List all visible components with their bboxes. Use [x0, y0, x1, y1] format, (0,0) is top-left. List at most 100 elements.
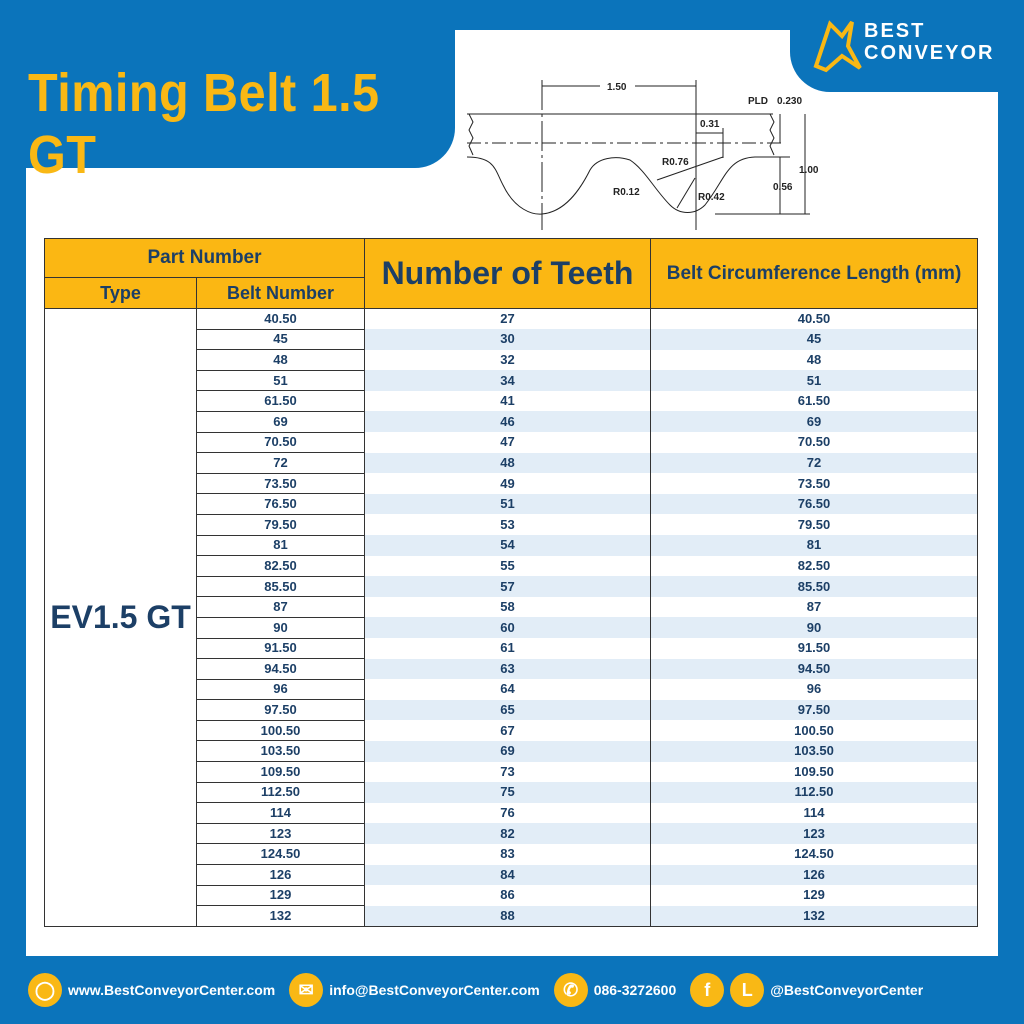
globe-icon: ◯: [28, 973, 62, 1007]
table-row: 114 76 114: [45, 802, 978, 824]
belt-number-cell: 79.50: [196, 513, 365, 536]
teeth-cell: 60: [364, 617, 651, 638]
belt-number-cell: 132: [196, 905, 365, 927]
belt-number-cell: 112.50: [196, 781, 365, 804]
table-row: 72 48 72: [45, 452, 978, 474]
teeth-cell: 27: [364, 308, 651, 330]
belt-number-cell: 70.50: [196, 431, 365, 454]
table-row: 109.50 73 109.50: [45, 761, 978, 783]
logo-line2: CONVEYOR: [864, 42, 995, 64]
dim-r076: R0.76: [662, 157, 689, 168]
length-cell: 109.50: [650, 761, 978, 783]
length-cell: 82.50: [650, 555, 978, 577]
table-row: 100.50 67 100.50: [45, 719, 978, 742]
logo-banner: [790, 0, 1024, 92]
belt-number-cell: 45: [196, 328, 365, 351]
length-cell: 94.50: [650, 658, 978, 680]
belt-number-cell: 123: [196, 822, 365, 845]
length-cell: 129: [650, 885, 978, 906]
table-row: 132 88 132: [45, 905, 978, 927]
header-belt-number: Belt Number: [196, 277, 365, 309]
teeth-cell: 86: [364, 885, 651, 906]
table-row: 90 60 90: [45, 616, 978, 639]
teeth-cell: 83: [364, 843, 651, 865]
pitch-label: 1.50: [607, 82, 627, 93]
table-row: 82.50 55 82.50: [45, 555, 978, 577]
footer: ◯ www.BestConveyorCenter.com ✉ info@Best…: [0, 968, 1024, 1012]
teeth-cell: 73: [364, 761, 651, 783]
table-row: 91.50 61 91.50: [45, 637, 978, 660]
social-handle[interactable]: @BestConveyorCenter: [770, 982, 924, 998]
teeth-cell: 84: [364, 864, 651, 886]
phone-number[interactable]: 086-3272600: [593, 982, 677, 998]
pld-label: PLD: [748, 96, 768, 107]
belt-number-cell: 76.50: [196, 493, 365, 515]
length-cell: 72: [650, 452, 978, 474]
belt-number-cell: 69: [196, 410, 365, 433]
table-row: EV1.5 GT 40.50 27 40.50: [44, 308, 978, 927]
belt-number-cell: 91.50: [196, 637, 365, 660]
belt-number-cell: 90: [196, 616, 365, 639]
teeth-cell: 76: [364, 802, 651, 824]
belt-number-cell: 103.50: [196, 740, 365, 763]
phone-icon: ✆: [553, 973, 588, 1007]
teeth-cell: 30: [364, 329, 651, 350]
dim-056: 0.56: [773, 182, 793, 193]
belt-profile-diagram: 1.50 PLD 0.230 0.31 R0.76 R0.12 R0.42 0.…: [466, 80, 819, 230]
length-cell: 85.50: [650, 576, 978, 597]
belt-number-cell: 82.50: [196, 555, 365, 577]
belt-number-cell: 87: [196, 596, 365, 618]
belt-spec-table: Part Number Number of Teeth Belt Circumf…: [44, 238, 978, 927]
length-cell: 123: [650, 823, 978, 844]
header-type: Type: [44, 277, 197, 309]
belt-number-cell: 81: [196, 534, 365, 557]
length-cell: 61.50: [650, 390, 978, 412]
pld-value: 0.230: [777, 96, 802, 107]
length-cell: 90: [650, 617, 978, 638]
table-row: 96 64 96: [45, 678, 978, 701]
length-cell: 81: [650, 535, 978, 556]
teeth-cell: 69: [364, 740, 651, 762]
teeth-cell: 67: [364, 720, 651, 741]
length-cell: 97.50: [650, 699, 978, 721]
table-row: 129 86 129: [45, 884, 978, 907]
length-cell: 91.50: [650, 638, 978, 659]
table-row: 103.50 69 103.50: [45, 740, 978, 763]
belt-number-cell: 51: [196, 369, 365, 392]
mail-icon: ✉: [289, 973, 324, 1007]
facebook-icon[interactable]: f: [690, 973, 725, 1007]
logo-icon: [813, 20, 862, 73]
length-cell: 103.50: [650, 740, 978, 762]
length-cell: 112.50: [650, 782, 978, 803]
table-row: 70.50 47 70.50: [45, 431, 978, 454]
length-cell: 132: [650, 905, 978, 927]
length-cell: 45: [650, 329, 978, 350]
teeth-cell: 65: [364, 699, 651, 721]
length-cell: 69: [650, 411, 978, 433]
teeth-cell: 88: [364, 905, 651, 927]
belt-number-cell: 124.50: [196, 843, 365, 866]
table-row: 87 58 87: [45, 596, 978, 618]
website-link[interactable]: www.BestConveyorCenter.com: [68, 982, 276, 998]
table-row: 126 84 126: [45, 864, 978, 886]
length-cell: 96: [650, 679, 978, 700]
length-cell: 51: [650, 370, 978, 391]
header-teeth: Number of Teeth: [364, 238, 651, 309]
type-cell: EV1.5 GT: [44, 308, 197, 927]
belt-number-cell: 100.50: [196, 719, 365, 742]
table-row: 45 30 45: [45, 328, 978, 351]
dim-100: 1.00: [799, 165, 819, 176]
email-link[interactable]: info@BestConveyorCenter.com: [329, 982, 540, 998]
table-row: 61.50 41 61.50: [45, 390, 978, 412]
length-cell: 87: [650, 596, 978, 618]
line-icon[interactable]: L: [730, 973, 765, 1007]
teeth-cell: 54: [364, 535, 651, 556]
length-cell: 40.50: [650, 308, 978, 330]
page-title: Timing Belt 1.5 GT: [28, 63, 380, 185]
dim-r042: R0.42: [698, 192, 725, 203]
logo-line1: BEST: [864, 20, 926, 42]
length-cell: 100.50: [650, 720, 978, 741]
teeth-cell: 57: [364, 576, 651, 597]
belt-number-cell: 96: [196, 678, 365, 701]
teeth-cell: 82: [364, 823, 651, 844]
